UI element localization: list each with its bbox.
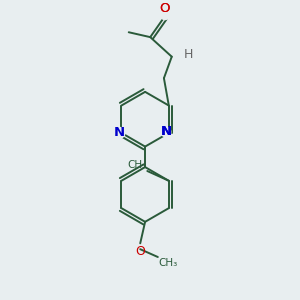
Text: O: O bbox=[160, 2, 170, 15]
Text: O: O bbox=[160, 2, 170, 15]
Circle shape bbox=[161, 127, 171, 137]
Text: N: N bbox=[160, 125, 171, 138]
Text: CH₃: CH₃ bbox=[127, 160, 146, 170]
Text: CH₃: CH₃ bbox=[159, 258, 178, 268]
Text: O: O bbox=[135, 245, 145, 258]
Text: N: N bbox=[114, 126, 125, 140]
Text: H: H bbox=[184, 48, 193, 61]
Text: N: N bbox=[160, 125, 171, 138]
Circle shape bbox=[114, 128, 125, 138]
Circle shape bbox=[160, 10, 170, 20]
